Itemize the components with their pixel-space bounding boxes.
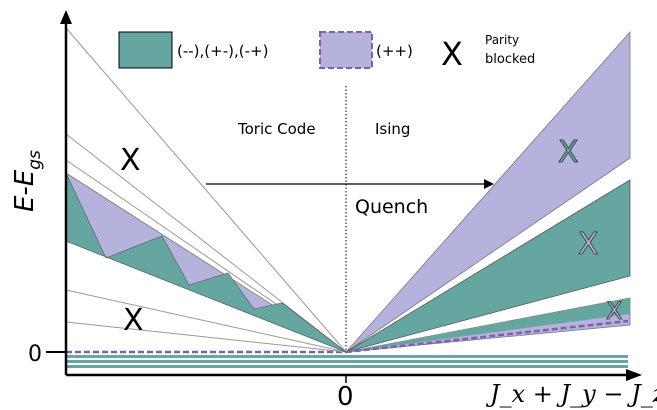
left-fan-lines	[65, 27, 347, 353]
legend-teal-swatch	[118, 31, 173, 69]
right-wedge-bottom-teal	[346, 298, 630, 352]
legend: (--),(+-),(-+) (++) X Parity blocked	[118, 31, 535, 73]
legend-teal-label: (--),(+-),(-+)	[177, 42, 268, 60]
cross-marker-right-middle: X	[578, 227, 599, 262]
cross-marker-left-upper: X	[120, 143, 141, 178]
right-wedge-top-purple	[345, 30, 631, 353]
quench-label: Quench	[355, 196, 428, 218]
right-wedge-middle-teal	[345, 179, 631, 353]
legend-purple-label: (++)	[376, 42, 413, 60]
cross-marker-left-lower: X	[123, 303, 144, 338]
legend-purple-swatch	[319, 31, 373, 69]
y-axis-arrowhead	[60, 10, 72, 24]
legend-cross-label-line2: blocked	[485, 52, 535, 67]
y-axis-label: E-Egs	[10, 150, 45, 212]
x-axis-label: J_x + J_y − J_z	[485, 380, 657, 408]
toric-code-label: Toric Code	[237, 120, 316, 138]
left-wedge-teal-sawtooth	[65, 172, 347, 353]
legend-cross-symbol: X	[441, 35, 463, 73]
ground-state-bands	[66, 355, 628, 368]
ising-label: Ising	[375, 120, 410, 138]
x-zero-tick-label: 0	[337, 382, 354, 410]
y-zero-tick-label: 0	[28, 342, 42, 367]
cross-marker-right-bottom: X	[606, 297, 622, 325]
right-dashed-line	[345, 319, 629, 354]
cross-marker-right-top: X	[558, 135, 579, 170]
y-axis-label-subscript: gs	[25, 150, 45, 170]
legend-cross-label-line1: Parity	[485, 33, 519, 47]
x-axis-arrowhead	[626, 369, 642, 381]
